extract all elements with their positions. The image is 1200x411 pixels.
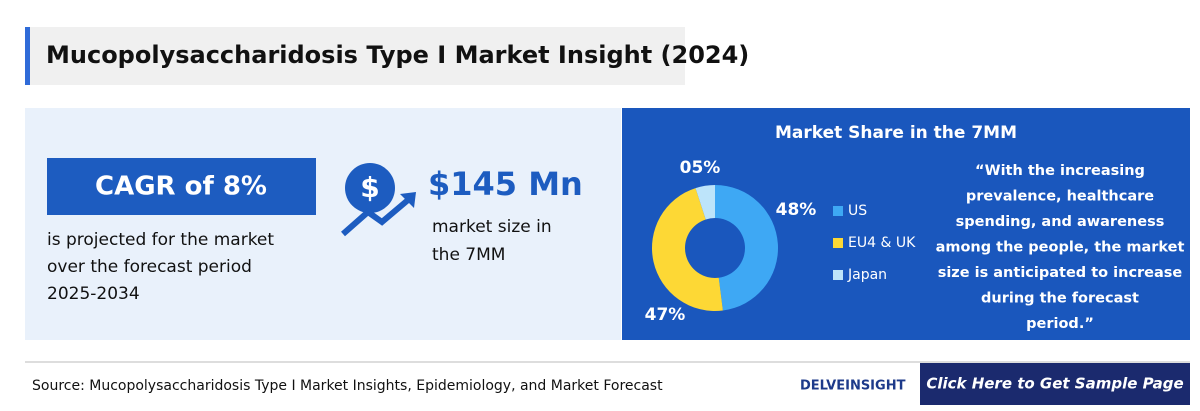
quote-line: period.” (1026, 316, 1094, 332)
donut-slice (715, 185, 779, 311)
legend-swatch (833, 270, 843, 280)
cagr-heading: CAGR of 8% (95, 172, 267, 202)
left-panel (25, 108, 621, 340)
quote-line: size is anticipated to increase (938, 265, 1183, 281)
legend-label: Japan (847, 267, 887, 283)
quote: “With the increasing prevalence, healthca… (936, 163, 1185, 332)
data-label: 48% (776, 200, 817, 220)
data-label: 47% (645, 305, 686, 325)
quote-line: during the forecast (981, 291, 1139, 307)
title: Mucopolysaccharidosis Type I Market Insi… (46, 41, 749, 69)
dollar-icon: $ (341, 163, 416, 237)
market-size-text: the 7MM (432, 245, 505, 265)
donut-slice (695, 185, 715, 220)
donut-chart: 48% US 47% EU4 & UK 05% Japan (645, 158, 916, 325)
title-box (25, 27, 685, 85)
logo: DELVEINSIGHT (800, 379, 906, 394)
cagr-text: 2025-2034 (47, 284, 140, 304)
quote-line: spending, and awareness (956, 214, 1165, 230)
data-label: 05% (680, 158, 721, 178)
donut-slice (651, 188, 723, 312)
icon-symbol: $ (360, 171, 379, 204)
button-bg[interactable] (920, 363, 1190, 405)
quote-line: “With the increasing (975, 163, 1145, 179)
legend-label: EU4 & UK (848, 235, 916, 251)
source: Source: Mucopolysaccharidosis Type I Mar… (32, 378, 663, 394)
sample-button[interactable]: Click Here to Get Sample Page (920, 363, 1190, 405)
button-label[interactable]: Click Here to Get Sample Page (926, 375, 1183, 393)
cagr-box (47, 158, 316, 215)
cagr-text: over the forecast period (47, 257, 252, 277)
quote-line: prevalence, healthcare (966, 189, 1154, 205)
share-title: Market Share in the 7MM (775, 123, 1017, 143)
title-accent (25, 27, 30, 85)
market-size-value: $145 Mn (428, 165, 583, 203)
legend-swatch (833, 238, 843, 248)
cagr-text: is projected for the market (47, 230, 274, 250)
legend-label: US (848, 203, 867, 219)
market-size-text: market size in (432, 217, 552, 237)
quote-line: among the people, the market (936, 240, 1185, 256)
legend-swatch (833, 206, 843, 216)
